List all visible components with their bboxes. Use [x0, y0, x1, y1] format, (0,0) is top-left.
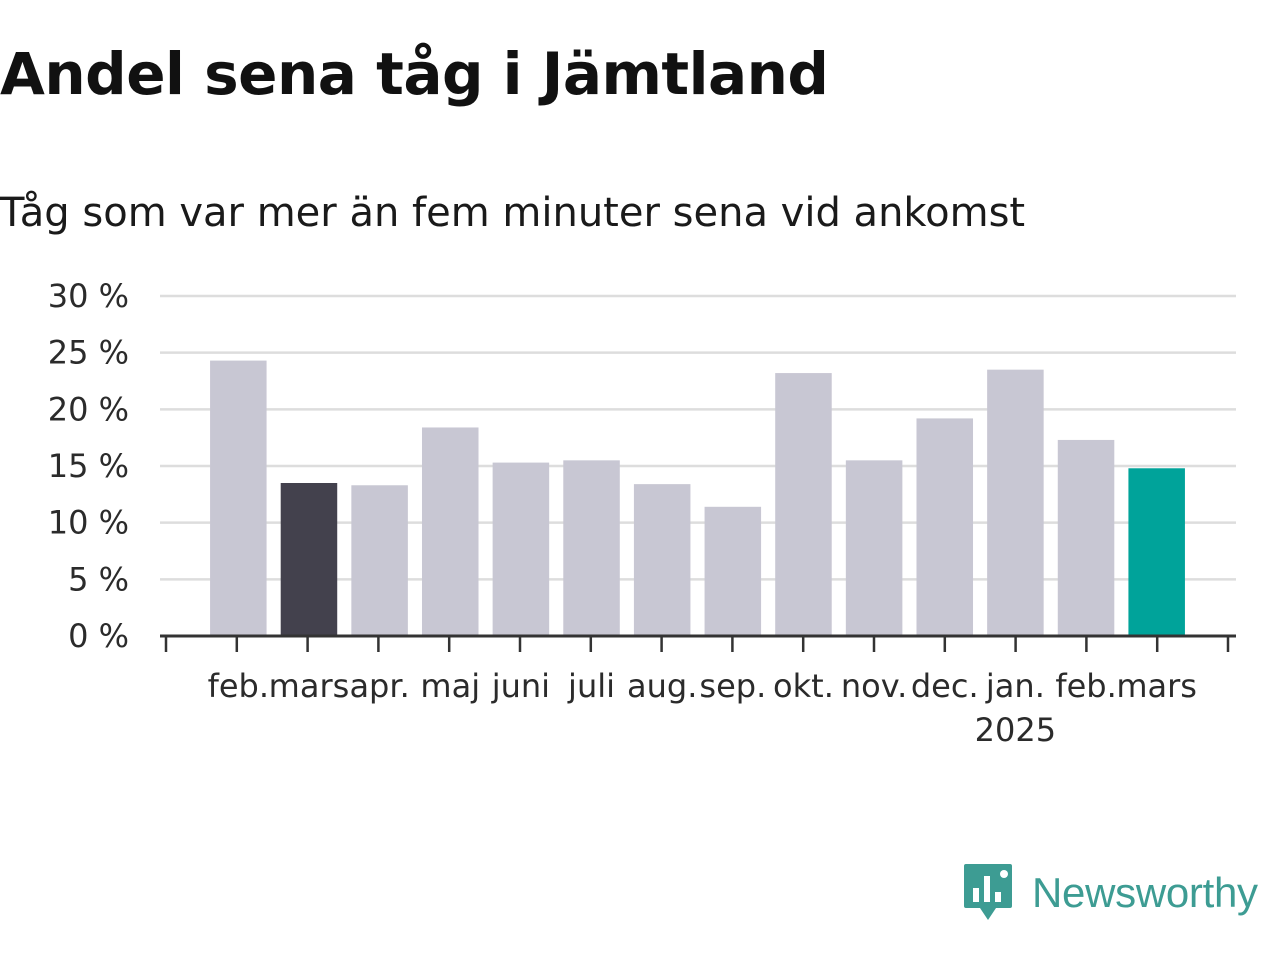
- x-year-label: 2025: [975, 711, 1056, 749]
- x-tick-label: mars: [269, 667, 350, 705]
- brand: Newsworthy: [962, 862, 1258, 924]
- bar: [351, 485, 408, 636]
- bar: [1128, 468, 1185, 636]
- bar: [704, 506, 762, 636]
- bar: [845, 460, 903, 636]
- y-tick-label: 30 %: [48, 277, 129, 315]
- y-axis-ticks: 0 % 5 % 10 % 15 % 20 % 25 % 30 %: [48, 277, 129, 655]
- x-tick-label: mars: [1116, 667, 1197, 705]
- y-tick-label: 25 %: [48, 334, 129, 372]
- bar: [492, 462, 550, 636]
- x-tick-label: nov.: [841, 667, 907, 705]
- y-tick-label: 15 %: [48, 447, 129, 485]
- brand-name: Newsworthy: [1032, 869, 1258, 916]
- x-tick-label: aug.: [627, 667, 697, 705]
- x-tick-label: feb.: [1055, 667, 1116, 705]
- bar: [987, 369, 1044, 636]
- x-tick-label: okt.: [773, 667, 834, 705]
- y-tick-label: 20 %: [48, 390, 129, 428]
- newsworthy-logo-icon: [964, 864, 1012, 920]
- bar: [421, 427, 479, 636]
- x-tick-label: juli: [567, 667, 615, 705]
- y-tick-label: 5 %: [68, 560, 129, 598]
- x-tick-label: sep.: [699, 667, 766, 705]
- x-tick-label: maj: [420, 667, 480, 705]
- x-axis: [160, 634, 1236, 652]
- x-tick-label: dec.: [911, 667, 979, 705]
- bars: [210, 360, 1185, 636]
- bar: [633, 484, 691, 636]
- bar: [916, 418, 974, 636]
- bar: [280, 483, 338, 636]
- chart-subtitle: Tåg som var mer än fem minuter sena vid …: [0, 190, 1026, 236]
- y-tick-label: 0 %: [68, 617, 129, 655]
- chart-title: Andel sena tåg i Jämtland: [0, 40, 829, 108]
- x-axis-ticks: feb. mars apr. maj juni juli aug. sep. okt. nov. d…: [208, 667, 1197, 749]
- y-tick-label: 10 %: [48, 504, 129, 542]
- x-tick-label: apr.: [349, 667, 409, 705]
- x-tick-label: juni: [491, 667, 550, 705]
- bar: [210, 360, 267, 636]
- gridlines: [160, 294, 1236, 581]
- bar: [1057, 439, 1115, 636]
- x-tick-label: feb.: [208, 667, 269, 705]
- bar: [563, 460, 620, 636]
- bar: [775, 373, 832, 636]
- x-tick-label: jan.: [985, 667, 1045, 705]
